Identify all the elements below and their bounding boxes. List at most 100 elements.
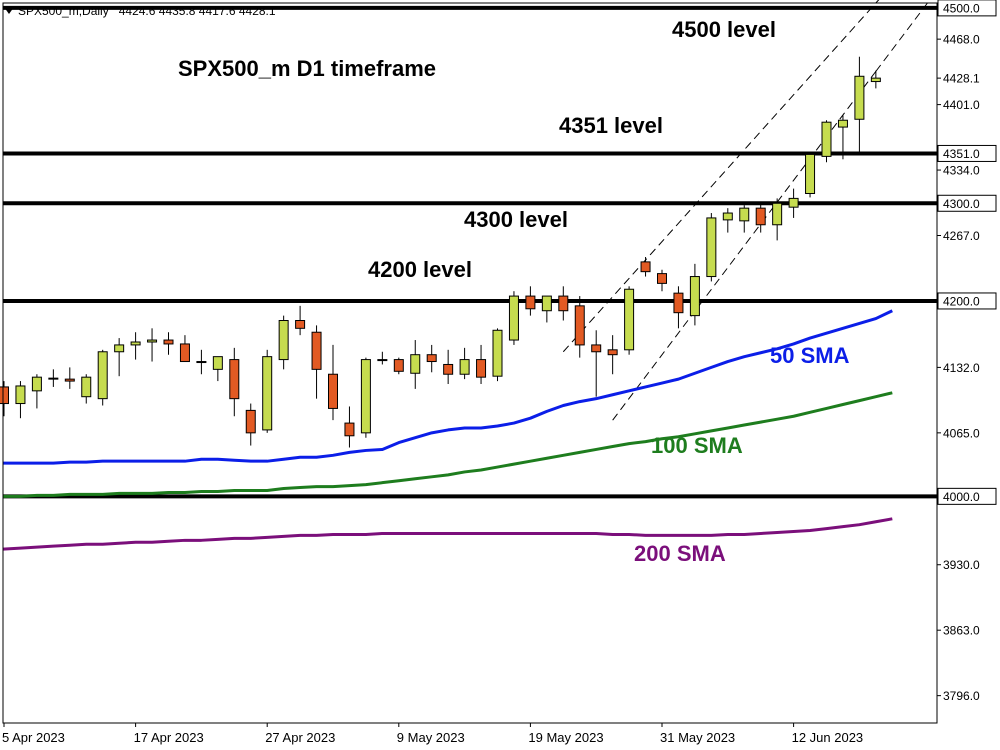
x-tick-label: 27 Apr 2023	[265, 730, 335, 745]
y-tick-label-box	[937, 0, 997, 17]
candle-body	[624, 288, 635, 351]
candle-body	[574, 305, 585, 346]
y-tick-label-box	[937, 194, 997, 212]
channel-lower-line	[612, 71, 877, 421]
candle	[854, 56, 865, 155]
candle-body	[0, 386, 9, 405]
candle-body	[492, 329, 503, 377]
candle	[15, 381, 26, 419]
candle	[755, 203, 766, 233]
candle-body	[591, 344, 602, 353]
symbol-label: SPX500_m,Daily	[18, 4, 109, 18]
candle	[788, 188, 799, 218]
y-tick-label: 4468.0	[943, 33, 980, 47]
candle	[607, 335, 618, 375]
y-tick-label: 4428.1	[943, 72, 980, 86]
candle	[574, 296, 585, 358]
y-tick-label: 4500.0	[943, 1, 980, 15]
candle-body	[97, 351, 108, 400]
candle-body	[114, 344, 125, 353]
candle-body	[640, 261, 651, 273]
candle	[837, 115, 848, 160]
candle-body	[262, 356, 273, 431]
x-tick-label: 9 May 2023	[397, 730, 465, 745]
y-tick-label-box	[937, 144, 997, 162]
x-tick-label: 12 Jun 2023	[792, 730, 864, 745]
candle-body	[196, 361, 207, 364]
y-tick-label: 3930.0	[943, 558, 980, 572]
candle	[360, 357, 371, 438]
candle	[278, 315, 289, 370]
x-tick-label: 5 Apr 2023	[2, 730, 65, 745]
candle	[114, 338, 125, 377]
x-tick-label: 31 May 2023	[660, 730, 735, 745]
candle-body	[15, 385, 26, 405]
candle-body	[837, 119, 848, 128]
channel-upper-line	[562, 2, 877, 353]
candle-body	[179, 343, 190, 363]
y-tick-label: 4351.0	[943, 147, 980, 161]
candle-body	[311, 331, 322, 370]
candle-body	[772, 202, 783, 226]
candle-body	[147, 339, 158, 343]
candle-body	[163, 339, 174, 345]
candle-body	[295, 320, 306, 329]
candle-body	[821, 121, 832, 157]
candle	[163, 332, 174, 355]
y-tick-label-box	[937, 292, 997, 310]
candle	[673, 286, 684, 329]
candle	[722, 208, 733, 233]
candle	[130, 332, 141, 360]
candle	[443, 349, 454, 385]
plot-frame	[2, 2, 938, 724]
candle-body	[525, 295, 536, 310]
level-4351-label: 4351 level	[559, 113, 663, 138]
y-tick-label: 4200.0	[943, 294, 980, 308]
candle-body	[245, 409, 256, 434]
candle-body	[722, 212, 733, 221]
candle	[640, 257, 651, 277]
candle-body	[558, 295, 569, 312]
candle	[64, 367, 75, 389]
collapse-triangle-icon[interactable]	[4, 7, 14, 14]
candle-body	[657, 273, 667, 284]
candle	[311, 325, 322, 399]
candle	[492, 328, 503, 382]
candle	[624, 286, 635, 355]
candle-body	[689, 276, 700, 317]
x-tick-label: 17 Apr 2023	[134, 730, 204, 745]
candle-body	[360, 359, 371, 434]
chart-title: SPX500_m D1 timeframe	[178, 56, 436, 81]
candle-body	[48, 377, 59, 380]
candle-body	[805, 153, 816, 195]
level-4200-label: 4200 level	[368, 257, 472, 282]
candle	[591, 330, 602, 397]
candle	[821, 120, 832, 163]
candle	[476, 344, 487, 385]
candle-body	[541, 295, 552, 312]
candle-body	[443, 363, 454, 375]
candle-body	[344, 422, 355, 437]
candle-body	[706, 217, 717, 278]
candle	[147, 328, 158, 362]
candle	[689, 263, 700, 326]
candle	[410, 340, 421, 389]
sma200-label: 200 SMA	[634, 541, 726, 566]
candle-body	[607, 349, 618, 356]
candle-body	[459, 359, 470, 375]
sma100-line	[3, 391, 893, 498]
candle	[739, 205, 750, 233]
candle-body	[64, 378, 75, 382]
y-tick-label: 4334.0	[943, 164, 980, 178]
candle-body	[870, 77, 881, 83]
candle	[393, 357, 404, 375]
chart-header: SPX500_m,Daily 4424.6 4435.8 4417.6 4428…	[4, 4, 276, 18]
y-tick-label: 4300.0	[943, 197, 980, 211]
y-tick-label: 3796.0	[943, 689, 980, 703]
sma50-label: 50 SMA	[770, 343, 850, 368]
candle	[805, 152, 816, 198]
candle	[772, 198, 783, 241]
candle	[426, 344, 437, 373]
candle-body	[508, 295, 519, 341]
